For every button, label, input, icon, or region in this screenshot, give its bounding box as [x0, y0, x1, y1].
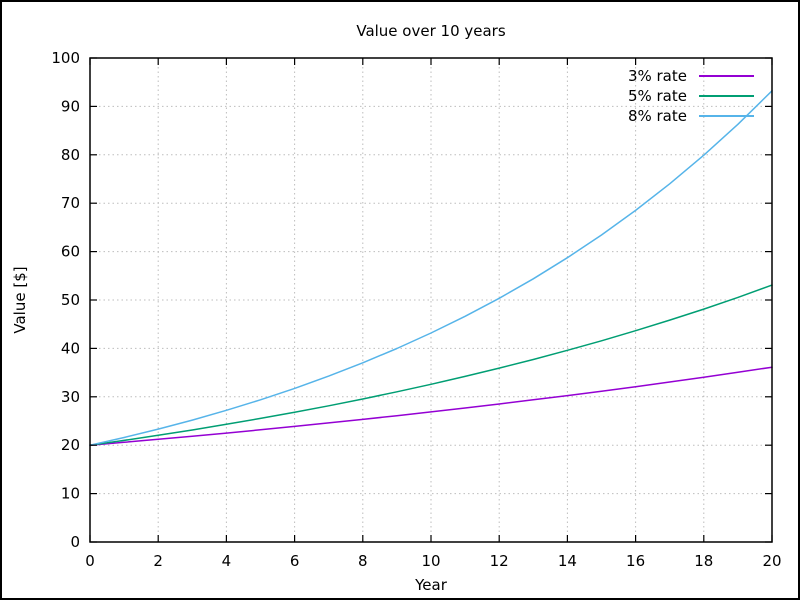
legend-item: 5% rate	[628, 86, 754, 106]
y-tick-label: 30	[61, 388, 80, 406]
y-tick-label: 100	[51, 49, 80, 67]
legend: 3% rate 5% rate 8% rate	[628, 66, 754, 126]
y-tick-label: 50	[61, 291, 80, 309]
y-tick-label: 20	[61, 436, 80, 454]
x-tick-label: 18	[694, 552, 713, 570]
series-line-5-rate	[89, 284, 773, 446]
x-tick-label: 6	[290, 552, 300, 570]
y-axis-label: Value [$]	[11, 266, 29, 334]
x-tick-label: 2	[153, 552, 163, 570]
x-tick-label: 14	[558, 552, 577, 570]
legend-line-swatch	[699, 95, 754, 97]
x-tick-label: 8	[358, 552, 368, 570]
x-tick-label: 0	[85, 552, 95, 570]
legend-line-swatch	[699, 75, 754, 77]
chart-title: Value over 10 years	[356, 22, 506, 40]
y-tick-label: 10	[61, 485, 80, 503]
y-tick-label: 60	[61, 243, 80, 261]
y-tick-label: 40	[61, 339, 80, 357]
x-tick-label: 16	[626, 552, 645, 570]
x-tick-label: 12	[490, 552, 509, 570]
series-line-3-rate	[89, 366, 773, 446]
x-tick-label: 20	[762, 552, 781, 570]
y-tick-label: 80	[61, 146, 80, 164]
y-tick-label: 0	[70, 533, 80, 551]
legend-item: 8% rate	[628, 106, 754, 126]
legend-item: 3% rate	[628, 66, 754, 86]
y-tick-label: 90	[61, 97, 80, 115]
legend-label: 3% rate	[627, 67, 687, 85]
x-tick-label: 10	[421, 552, 440, 570]
x-tick-label: 4	[222, 552, 232, 570]
y-tick-label: 70	[61, 194, 80, 212]
series-line-8-rate	[89, 90, 773, 446]
legend-label: 8% rate	[627, 107, 687, 125]
legend-line-swatch	[699, 115, 754, 117]
x-axis-label: Year	[415, 576, 447, 594]
legend-label: 5% rate	[627, 87, 687, 105]
